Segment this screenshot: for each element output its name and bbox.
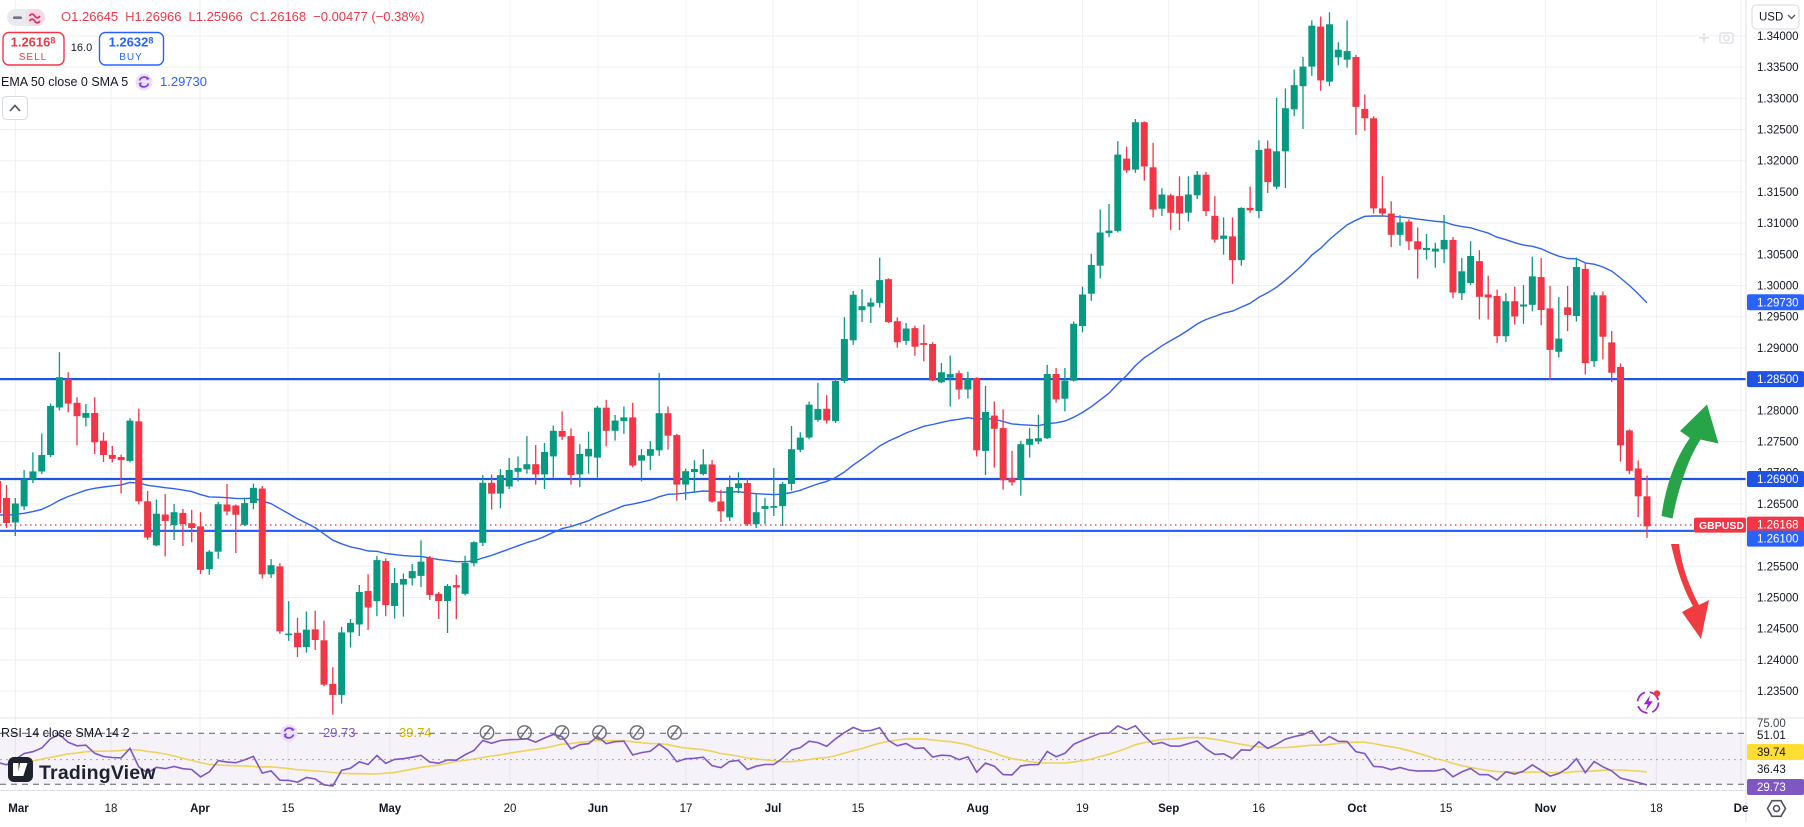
svg-text:1.29730: 1.29730: [1757, 297, 1799, 309]
svg-text:GBPUSD: GBPUSD: [1699, 520, 1744, 532]
svg-text:De: De: [1734, 803, 1749, 815]
svg-text:1.24500: 1.24500: [1757, 624, 1799, 636]
svg-text:1.28000: 1.28000: [1757, 405, 1799, 417]
svg-text:36.43: 36.43: [1757, 764, 1786, 776]
svg-text:Jul: Jul: [765, 803, 782, 815]
svg-text:May: May: [379, 803, 402, 815]
svg-text:39.74: 39.74: [1757, 747, 1786, 759]
svg-text:1.34000: 1.34000: [1757, 31, 1799, 43]
svg-text:1.26168: 1.26168: [1757, 520, 1799, 532]
svg-text:1.26100: 1.26100: [1757, 534, 1799, 546]
svg-text:29.73: 29.73: [323, 725, 356, 740]
svg-text:TradingView: TradingView: [39, 762, 156, 784]
svg-text:19: 19: [1076, 803, 1089, 815]
svg-text:1.31000: 1.31000: [1757, 218, 1799, 230]
svg-text:16: 16: [1252, 803, 1265, 815]
svg-text:1.30500: 1.30500: [1757, 249, 1799, 261]
svg-text:1.30000: 1.30000: [1757, 281, 1799, 293]
svg-text:1.23500: 1.23500: [1757, 686, 1799, 698]
svg-text:1.25000: 1.25000: [1757, 593, 1799, 605]
svg-text:15: 15: [852, 803, 865, 815]
svg-text:Nov: Nov: [1535, 803, 1557, 815]
svg-text:20: 20: [504, 803, 517, 815]
svg-text:RSI 14 close SMA 14 2: RSI 14 close SMA 14 2: [1, 726, 130, 740]
svg-text:BUY: BUY: [119, 52, 143, 63]
svg-text:1.26328: 1.26328: [109, 35, 154, 50]
svg-text:29.73: 29.73: [1757, 782, 1786, 794]
svg-text:Sep: Sep: [1158, 803, 1179, 815]
svg-text:SELL: SELL: [19, 52, 47, 63]
svg-text:1.24000: 1.24000: [1757, 655, 1799, 667]
svg-text:1.28500: 1.28500: [1757, 374, 1799, 386]
svg-text:Mar: Mar: [8, 803, 29, 815]
svg-text:15: 15: [282, 803, 295, 815]
svg-text:39.74: 39.74: [399, 725, 432, 740]
svg-text:1.29500: 1.29500: [1757, 312, 1799, 324]
svg-text:EMA 50 close 0 SMA 5: EMA 50 close 0 SMA 5: [1, 75, 128, 89]
svg-text:16.0: 16.0: [71, 42, 92, 54]
svg-text:18: 18: [105, 803, 118, 815]
svg-text:1.26900: 1.26900: [1757, 474, 1799, 486]
svg-text:1.32000: 1.32000: [1757, 156, 1799, 168]
svg-text:51.01: 51.01: [1757, 730, 1786, 742]
svg-text:1.26500: 1.26500: [1757, 499, 1799, 511]
svg-text:Jun: Jun: [588, 803, 608, 815]
svg-text:1.27500: 1.27500: [1757, 437, 1799, 449]
svg-text:Oct: Oct: [1347, 803, 1366, 815]
svg-text:USD: USD: [1759, 12, 1783, 24]
svg-text:1.29730: 1.29730: [160, 74, 207, 89]
svg-text:1.26168: 1.26168: [11, 35, 56, 50]
svg-text:75.00: 75.00: [1757, 718, 1786, 730]
svg-text:17: 17: [680, 803, 693, 815]
svg-text:1.25500: 1.25500: [1757, 561, 1799, 573]
svg-text:1.33000: 1.33000: [1757, 93, 1799, 105]
svg-text:18: 18: [1650, 803, 1663, 815]
svg-text:1.29000: 1.29000: [1757, 343, 1799, 355]
svg-text:Aug: Aug: [967, 803, 989, 815]
svg-text:Apr: Apr: [190, 803, 210, 815]
svg-text:1.33500: 1.33500: [1757, 62, 1799, 74]
svg-text:1.32500: 1.32500: [1757, 125, 1799, 137]
svg-text:1.31500: 1.31500: [1757, 187, 1799, 199]
svg-text:15: 15: [1440, 803, 1453, 815]
